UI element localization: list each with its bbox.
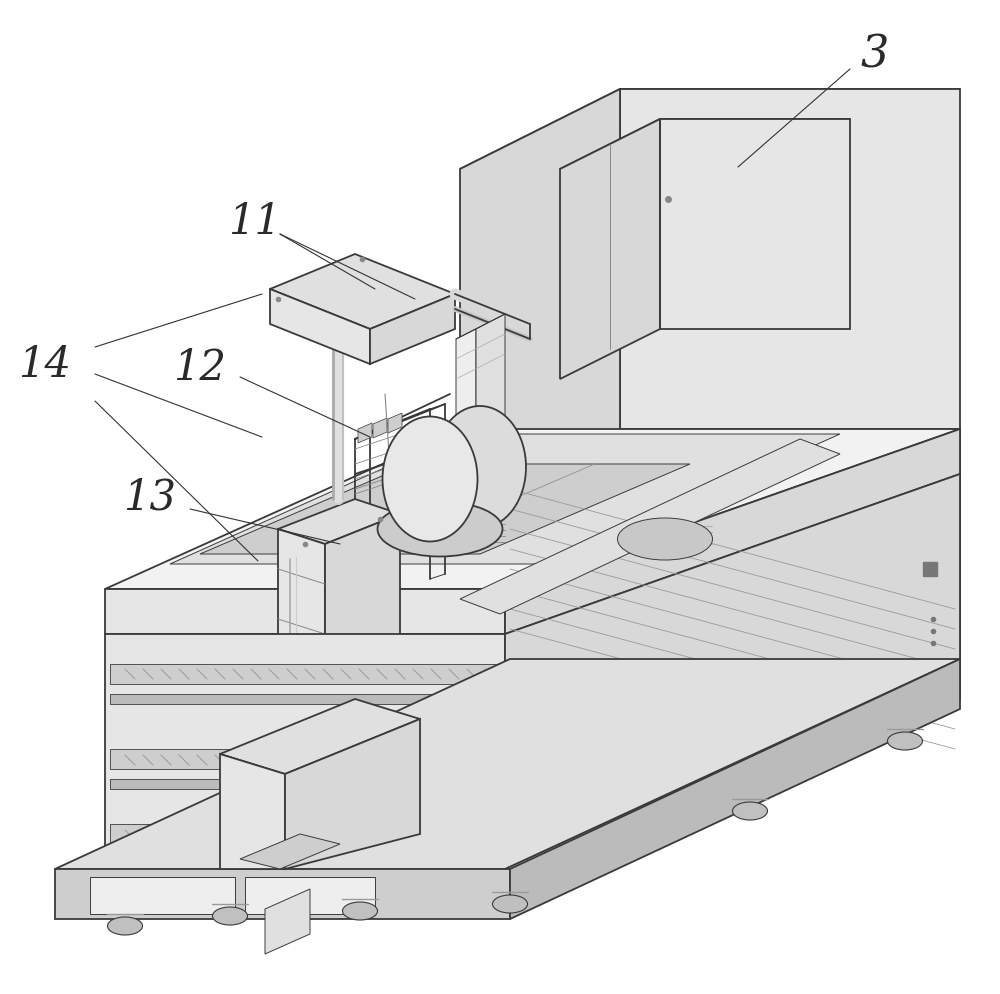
Polygon shape xyxy=(110,779,505,789)
Ellipse shape xyxy=(732,802,768,820)
Polygon shape xyxy=(620,89,960,659)
Polygon shape xyxy=(325,515,400,759)
Ellipse shape xyxy=(493,896,528,913)
Polygon shape xyxy=(285,720,420,869)
Ellipse shape xyxy=(888,733,922,750)
Text: 11: 11 xyxy=(229,201,282,243)
Polygon shape xyxy=(476,315,505,439)
Polygon shape xyxy=(560,120,850,170)
Polygon shape xyxy=(90,877,235,914)
Polygon shape xyxy=(560,120,660,380)
Polygon shape xyxy=(105,634,505,869)
Polygon shape xyxy=(55,869,510,919)
Polygon shape xyxy=(200,464,690,555)
Polygon shape xyxy=(278,530,325,759)
Polygon shape xyxy=(110,749,505,769)
Ellipse shape xyxy=(108,917,143,935)
Polygon shape xyxy=(460,510,800,540)
Polygon shape xyxy=(460,599,960,679)
Polygon shape xyxy=(620,659,960,700)
Polygon shape xyxy=(460,89,960,170)
Polygon shape xyxy=(220,700,420,774)
Ellipse shape xyxy=(213,908,248,925)
Polygon shape xyxy=(730,500,870,700)
Polygon shape xyxy=(460,429,960,510)
Polygon shape xyxy=(456,330,476,449)
Ellipse shape xyxy=(343,903,378,920)
Text: 3: 3 xyxy=(861,34,889,77)
Polygon shape xyxy=(110,664,505,684)
Polygon shape xyxy=(510,659,960,919)
Polygon shape xyxy=(388,414,402,433)
Polygon shape xyxy=(358,423,372,443)
Polygon shape xyxy=(265,889,310,954)
Ellipse shape xyxy=(434,407,526,529)
Polygon shape xyxy=(660,120,850,330)
Polygon shape xyxy=(373,418,387,438)
Polygon shape xyxy=(170,434,840,565)
Text: 13: 13 xyxy=(124,476,177,519)
Polygon shape xyxy=(220,754,285,869)
Polygon shape xyxy=(110,694,505,705)
Polygon shape xyxy=(105,589,505,634)
Polygon shape xyxy=(278,500,400,545)
Polygon shape xyxy=(270,289,370,365)
Polygon shape xyxy=(245,877,375,914)
Ellipse shape xyxy=(618,519,712,561)
Ellipse shape xyxy=(383,417,478,542)
Polygon shape xyxy=(460,659,620,779)
Text: 14: 14 xyxy=(19,344,72,386)
Polygon shape xyxy=(270,254,455,330)
Polygon shape xyxy=(110,824,505,844)
Polygon shape xyxy=(460,439,840,614)
Polygon shape xyxy=(240,834,340,869)
Polygon shape xyxy=(505,429,960,634)
Ellipse shape xyxy=(378,502,503,557)
Polygon shape xyxy=(505,474,960,869)
Polygon shape xyxy=(850,540,950,740)
Polygon shape xyxy=(460,89,620,740)
Text: 12: 12 xyxy=(174,347,227,389)
Polygon shape xyxy=(55,659,960,869)
Polygon shape xyxy=(370,294,455,365)
Polygon shape xyxy=(105,429,960,589)
